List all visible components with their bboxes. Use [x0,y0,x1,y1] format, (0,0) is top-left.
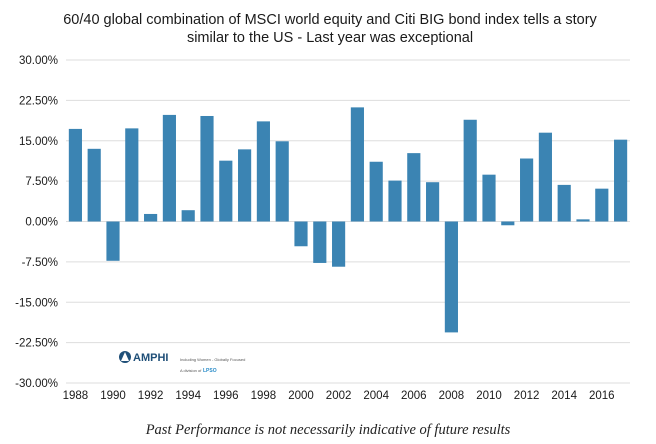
bar-2007 [426,182,440,222]
bar-2011 [501,221,515,226]
y-tick-label: 22.50% [19,95,58,107]
logo-name: AMPHI [133,352,168,364]
y-axis-labels: -30.00% -22.50% -15.00% -7.50% 0.00% 7.50% 15.… [15,55,58,390]
bar-1988 [68,128,82,222]
x-tick-label: 1990 [100,390,126,402]
bar-1992 [144,213,158,222]
bar-1993 [162,114,176,222]
bar-1999 [275,141,289,222]
logo-division: A division of [180,368,202,373]
bar-1994 [181,210,195,222]
chart-title-line-1: 60/40 global combination of MSCI world e… [63,12,597,28]
x-tick-label: 2006 [401,390,427,402]
logo-parent: LPSO [203,368,217,374]
x-tick-label: 2008 [439,390,465,402]
bar-2004 [369,161,383,222]
bar-2015 [576,219,590,222]
bar-2010 [482,174,496,222]
bar-1989 [87,148,101,222]
bar-1990 [106,221,120,261]
grid [66,59,630,384]
bar-2012 [520,158,534,222]
x-tick-label: 2010 [476,390,502,402]
x-tick-label: 2000 [288,390,314,402]
bar-2014 [557,184,571,222]
y-tick-label: -22.50% [15,338,58,350]
bar-1995 [200,115,214,222]
bar-2016 [595,188,609,222]
y-tick-label: -30.00% [15,378,58,390]
bar-2017 [614,139,628,222]
bar-2009 [463,119,477,222]
x-axis-labels: 1988 1990 1992 1994 1996 1998 2000 2002 2004 2006… [63,390,615,402]
x-tick-label: 2014 [551,390,577,402]
bar-2002 [332,221,346,267]
y-tick-label: 0.00% [25,217,58,229]
bar-2013 [538,132,552,222]
x-tick-label: 2016 [589,390,615,402]
bar-2003 [350,107,364,222]
x-tick-label: 2002 [326,390,352,402]
bar-2006 [407,153,421,222]
logo: AMPHI Including Women - Globally Focused… [119,351,245,374]
amphi-logo-icon [119,351,131,363]
bar-1997 [238,149,252,222]
bar-2001 [313,221,327,263]
y-tick-label: -7.50% [22,257,58,269]
bar-2008 [444,221,458,333]
y-tick-label: -15.00% [15,297,58,309]
y-tick-label: 15.00% [19,136,58,148]
bar-2005 [388,180,402,222]
bar-1991 [125,128,139,222]
bar-1998 [256,121,270,222]
x-tick-label: 1994 [175,390,201,402]
chart-title-line-2: similar to the US - Last year was except… [187,30,473,46]
x-tick-label: 1992 [138,390,164,402]
x-tick-label: 1988 [63,390,89,402]
x-tick-label: 1998 [251,390,277,402]
bar-1996 [219,160,233,222]
y-tick-label: 30.00% [19,55,58,67]
x-tick-label: 1996 [213,390,239,402]
bar-2000 [294,221,308,247]
bars [68,107,628,333]
logo-tagline: Including Women - Globally Focused [180,357,245,362]
x-tick-label: 2004 [363,390,389,402]
x-tick-label: 2012 [514,390,540,402]
disclaimer-caption: Past Performance is not necessarily indi… [145,422,511,438]
y-tick-label: 7.50% [25,176,58,188]
